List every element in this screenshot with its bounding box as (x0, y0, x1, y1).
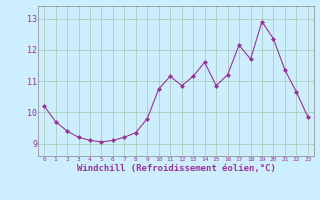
X-axis label: Windchill (Refroidissement éolien,°C): Windchill (Refroidissement éolien,°C) (76, 164, 276, 173)
